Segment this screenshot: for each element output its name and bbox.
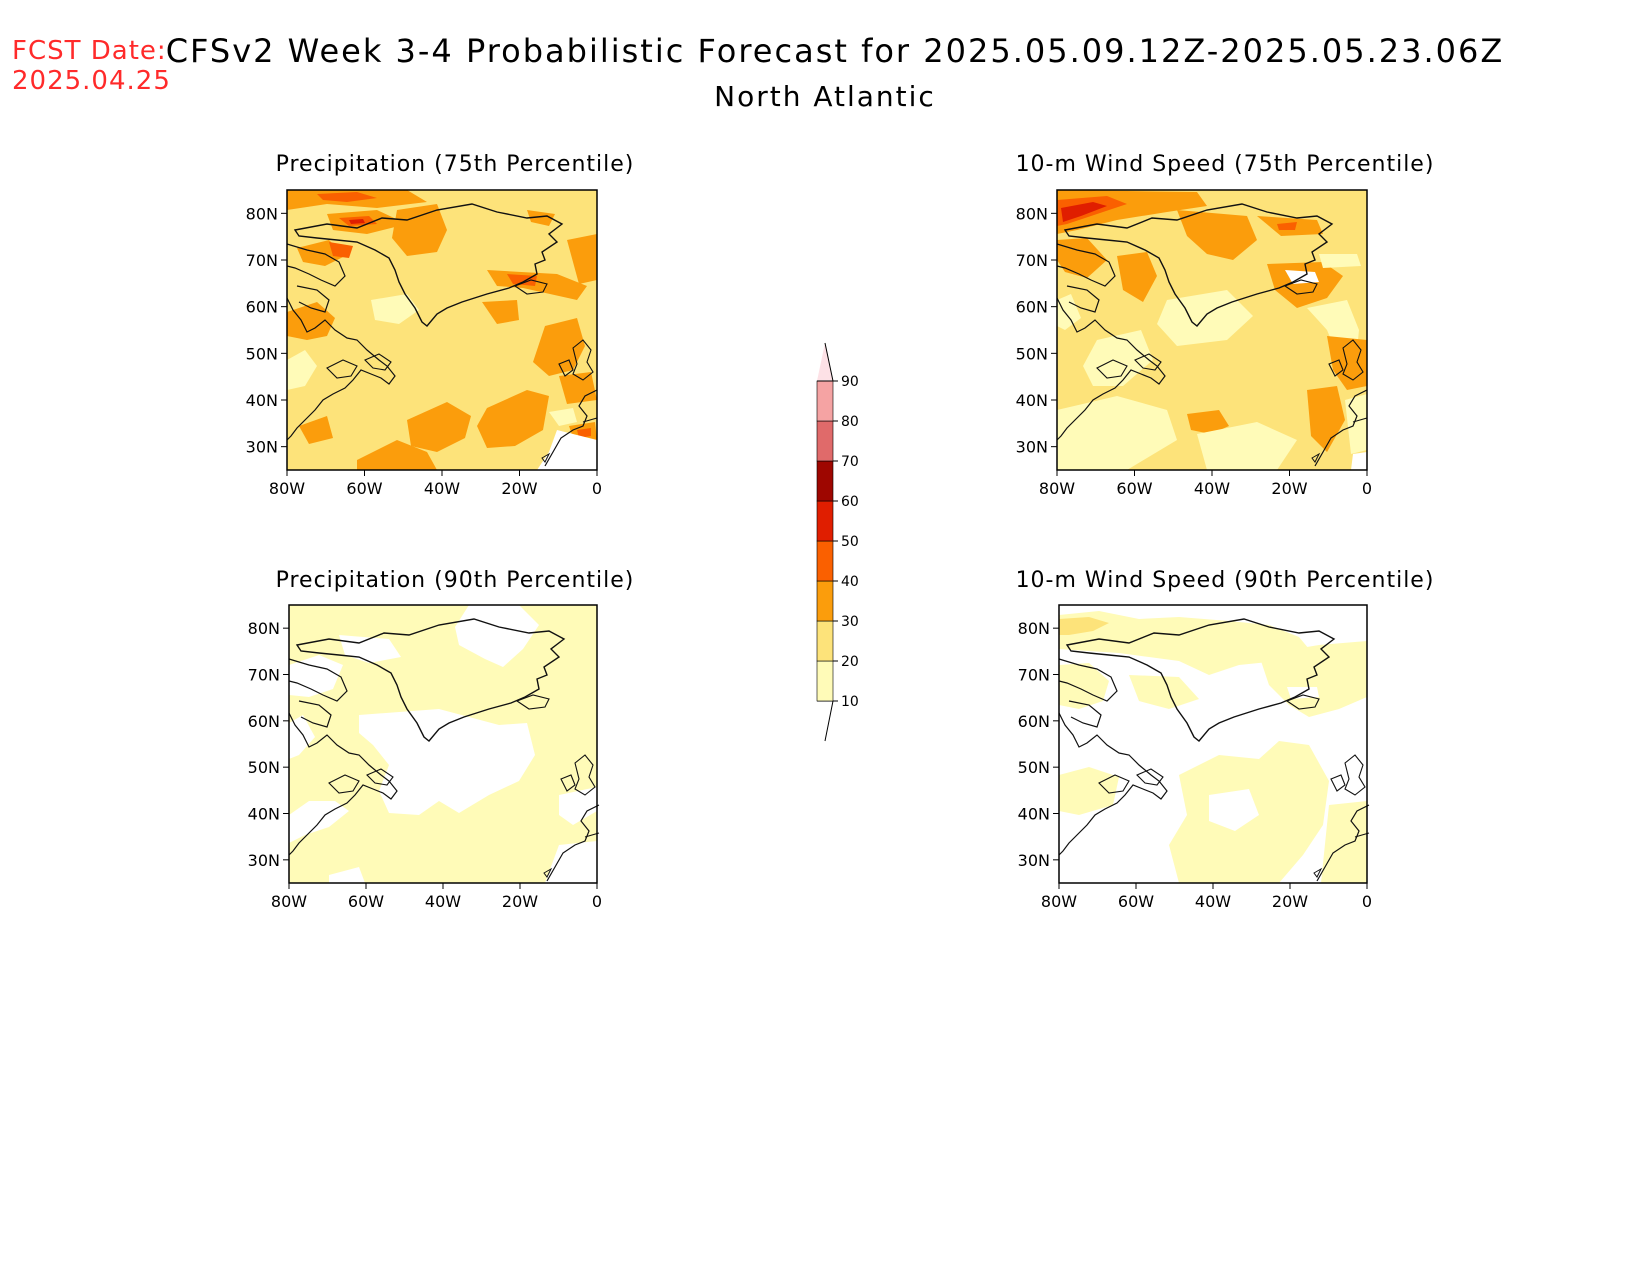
colorbar-swatch <box>816 500 834 542</box>
lat-label: 50N <box>248 758 280 777</box>
lat-label: 30N <box>1018 851 1050 870</box>
lon-label: 40W <box>1194 479 1230 498</box>
lon-label: 80W <box>269 479 305 498</box>
forecast-date-label: FCST Date: 2025.04.25 <box>12 36 171 96</box>
page-title: CFSv2 Week 3-4 Probabilistic Forecast fo… <box>165 32 1505 70</box>
lat-label: 30N <box>246 438 278 457</box>
colorbar-upper-arrow <box>817 342 834 382</box>
map-precip-75 <box>286 189 598 471</box>
colorbar-label: 30 <box>841 614 859 630</box>
lat-label: 70N <box>1016 251 1048 270</box>
lon-label: 60W <box>1118 892 1154 911</box>
lon-label: 60W <box>346 479 382 498</box>
lon-label: 20W <box>501 479 537 498</box>
colorbar-swatch <box>816 620 834 662</box>
lon-label: 80W <box>1041 892 1077 911</box>
panel-title-wind-75: 10-m Wind Speed (75th Percentile) <box>1015 152 1435 177</box>
lat-label: 40N <box>1018 805 1050 824</box>
lat-label: 80N <box>1018 619 1050 638</box>
lat-label: 70N <box>246 251 278 270</box>
lon-label: 0 <box>592 892 602 911</box>
lon-label: 60W <box>1116 479 1152 498</box>
lat-label: 80N <box>1016 204 1048 223</box>
lon-label: 0 <box>592 479 602 498</box>
fcst-date-value: 2025.04.25 <box>12 66 171 96</box>
lat-label: 70N <box>248 666 280 685</box>
lon-label: 20W <box>1271 479 1307 498</box>
lat-label: 70N <box>1018 666 1050 685</box>
lat-label: 30N <box>248 851 280 870</box>
lon-label: 40W <box>425 892 461 911</box>
lat-label: 80N <box>248 619 280 638</box>
lon-label: 0 <box>1362 479 1372 498</box>
colorbar-label: 60 <box>841 494 859 510</box>
lat-label: 60N <box>246 298 278 317</box>
lon-label: 40W <box>424 479 460 498</box>
lat-label: 50N <box>1018 758 1050 777</box>
colorbar-swatch <box>816 660 834 702</box>
colorbar-label: 20 <box>841 654 859 670</box>
panel-title-precip-75: Precipitation (75th Percentile) <box>275 152 635 177</box>
lat-label: 60N <box>1016 298 1048 317</box>
lon-label: 40W <box>1195 892 1231 911</box>
colorbar-swatch <box>816 380 834 422</box>
colorbar-swatch <box>816 420 834 462</box>
map-precip-90 <box>288 604 600 884</box>
panel-title-precip-90: Precipitation (90th Percentile) <box>275 568 635 593</box>
colorbar-swatch <box>816 460 834 502</box>
lon-label: 20W <box>1272 892 1308 911</box>
lat-label: 60N <box>248 712 280 731</box>
colorbar-label: 50 <box>841 534 859 550</box>
colorbar-swatch <box>816 540 834 582</box>
colorbar-label: 80 <box>841 414 859 430</box>
lon-label: 80W <box>271 892 307 911</box>
lon-label: 20W <box>502 892 538 911</box>
lat-label: 40N <box>248 805 280 824</box>
lat-label: 80N <box>246 204 278 223</box>
lon-label: 80W <box>1039 479 1075 498</box>
lat-label: 50N <box>1016 344 1048 363</box>
fcst-date-label: FCST Date: <box>12 36 167 66</box>
lat-label: 40N <box>246 391 278 410</box>
map-wind-75 <box>1056 189 1368 471</box>
lon-label: 60W <box>348 892 384 911</box>
colorbar-label: 90 <box>841 374 859 390</box>
map-wind-90 <box>1058 604 1370 884</box>
panel-title-wind-90: 10-m Wind Speed (90th Percentile) <box>1015 568 1435 593</box>
axis-labels: 80N 70N 60N 50N 40N 30N 80W 60W 40W 20W 0 80N 70N 60N… <box>246 204 1372 911</box>
lon-label: 0 <box>1362 892 1372 911</box>
colorbar-label: 70 <box>841 454 859 470</box>
colorbar-lower-arrow <box>817 700 834 742</box>
lat-label: 60N <box>1018 712 1050 731</box>
colorbar-label: 10 <box>841 694 859 710</box>
lat-label: 40N <box>1016 391 1048 410</box>
lat-label: 30N <box>1016 438 1048 457</box>
colorbar-label: 40 <box>841 574 859 590</box>
lat-label: 50N <box>246 344 278 363</box>
page-subtitle: North Atlantic <box>714 80 936 113</box>
colorbar: 10 20 30 40 50 60 70 80 90 <box>816 342 859 742</box>
colorbar-swatch <box>816 580 834 622</box>
